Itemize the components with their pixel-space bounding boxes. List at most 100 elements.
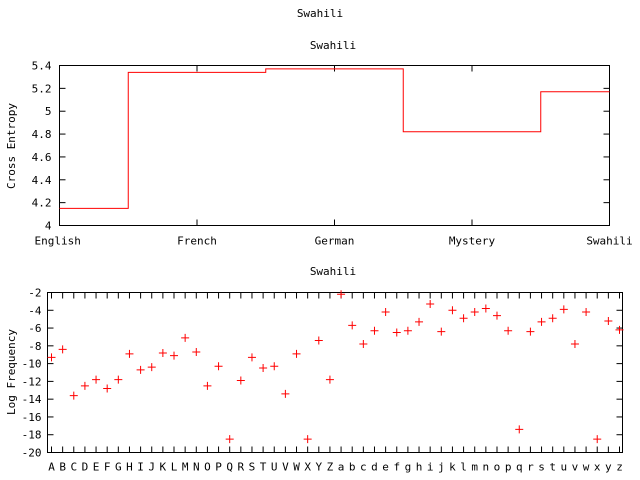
data-point bbox=[214, 362, 223, 371]
data-point bbox=[526, 327, 535, 336]
data-point bbox=[437, 327, 446, 336]
x-tick-label: G bbox=[115, 461, 122, 474]
x-tick-label: r bbox=[527, 461, 534, 474]
x-tick-label: b bbox=[349, 461, 356, 474]
data-point bbox=[337, 290, 346, 299]
chart-2-ylabel: Log Frequency bbox=[5, 329, 18, 415]
data-point bbox=[103, 384, 112, 393]
x-tick-label: L bbox=[171, 461, 178, 474]
x-tick-label: D bbox=[82, 461, 89, 474]
data-point bbox=[504, 326, 513, 335]
x-tick-label: g bbox=[405, 461, 412, 474]
chart-1-x-axis: English French German Mystery Swahili bbox=[35, 65, 633, 248]
y-tick-label: -4 bbox=[28, 304, 42, 317]
y-tick-label: 5.4 bbox=[32, 60, 52, 73]
x-tick-label: u bbox=[561, 461, 568, 474]
x-tick-label: J bbox=[148, 461, 155, 474]
x-tick-label: H bbox=[126, 461, 133, 474]
x-tick-label: French bbox=[177, 235, 217, 248]
data-point bbox=[158, 348, 167, 357]
data-point bbox=[515, 425, 524, 434]
x-tick-label: y bbox=[605, 461, 612, 474]
chart-2-frame bbox=[47, 292, 623, 453]
x-tick-label: i bbox=[427, 461, 434, 474]
y-tick-label: -6 bbox=[28, 322, 41, 335]
x-tick-label: w bbox=[583, 461, 590, 474]
data-point bbox=[69, 391, 78, 400]
data-point bbox=[403, 326, 412, 335]
data-point bbox=[136, 365, 145, 374]
x-tick-label: O bbox=[204, 461, 211, 474]
y-tick-label: -14 bbox=[22, 393, 42, 406]
data-point bbox=[392, 328, 401, 337]
x-tick-label: C bbox=[70, 461, 77, 474]
x-tick-label: f bbox=[393, 461, 400, 474]
x-tick-label: W bbox=[293, 461, 300, 474]
x-tick-label: F bbox=[104, 461, 111, 474]
data-point bbox=[259, 364, 268, 373]
chart-2-title: Swahili bbox=[310, 265, 356, 278]
x-tick-label: German bbox=[315, 235, 355, 248]
y-tick-label: 5.2 bbox=[32, 82, 52, 95]
data-point bbox=[548, 314, 557, 323]
data-point bbox=[314, 336, 323, 345]
data-point bbox=[147, 363, 156, 372]
x-tick-label: Z bbox=[327, 461, 334, 474]
x-tick-label: T bbox=[260, 461, 267, 474]
chart-1-ylabel: Cross Entropy bbox=[5, 103, 18, 189]
y-tick-label: 4.8 bbox=[32, 128, 52, 141]
data-point bbox=[236, 376, 245, 385]
data-point bbox=[303, 435, 312, 444]
step-line bbox=[59, 68, 610, 209]
y-tick-label: 4.6 bbox=[32, 151, 52, 164]
y-tick-label: 4.2 bbox=[32, 197, 52, 210]
data-point bbox=[470, 308, 479, 317]
data-point bbox=[281, 389, 290, 398]
x-tick-label: d bbox=[371, 461, 378, 474]
data-point bbox=[559, 305, 568, 314]
data-point bbox=[537, 317, 546, 326]
x-tick-label: h bbox=[416, 461, 423, 474]
x-tick-label: p bbox=[505, 461, 512, 474]
data-point bbox=[292, 349, 301, 358]
y-tick-label: -12 bbox=[22, 375, 42, 388]
data-point bbox=[348, 321, 357, 330]
data-point bbox=[80, 381, 89, 390]
data-point bbox=[426, 300, 435, 309]
chart-1-frame bbox=[59, 65, 610, 226]
y-tick-label: -20 bbox=[22, 447, 42, 460]
x-tick-label: q bbox=[516, 461, 523, 474]
data-point bbox=[270, 362, 279, 371]
data-point bbox=[370, 326, 379, 335]
chart-1-series bbox=[59, 68, 610, 209]
chart-2-series bbox=[47, 290, 624, 444]
x-tick-label: X bbox=[304, 461, 311, 474]
y-tick-label: 4 bbox=[45, 220, 52, 233]
data-point bbox=[192, 348, 201, 357]
data-point bbox=[181, 333, 190, 342]
y-tick-label: 4.4 bbox=[32, 174, 52, 187]
y-tick-label: -10 bbox=[22, 358, 42, 371]
x-tick-label: N bbox=[193, 461, 200, 474]
y-tick-label: -8 bbox=[28, 340, 41, 353]
data-point bbox=[58, 345, 67, 354]
data-point bbox=[448, 306, 457, 315]
x-tick-label: m bbox=[471, 461, 478, 474]
data-point bbox=[170, 351, 179, 360]
log-frequency-chart: Swahili Log Frequency -20 -18 -16 -14 -12 -10… bbox=[5, 265, 624, 474]
data-point bbox=[615, 325, 624, 334]
x-tick-label: I bbox=[137, 461, 144, 474]
y-tick-label: -18 bbox=[22, 429, 42, 442]
x-tick-label: R bbox=[238, 461, 245, 474]
y-tick-label: 5 bbox=[45, 105, 52, 118]
data-point bbox=[570, 340, 579, 349]
data-point bbox=[593, 435, 602, 444]
x-tick-label: Mystery bbox=[449, 235, 496, 248]
x-tick-label: Y bbox=[315, 461, 322, 474]
chart-2-y-axis: -20 -18 -16 -14 -12 -10 -8 -6 -4 -2 bbox=[22, 287, 623, 460]
data-point bbox=[114, 375, 123, 384]
data-point bbox=[604, 316, 613, 325]
x-tick-label: e bbox=[382, 461, 389, 474]
